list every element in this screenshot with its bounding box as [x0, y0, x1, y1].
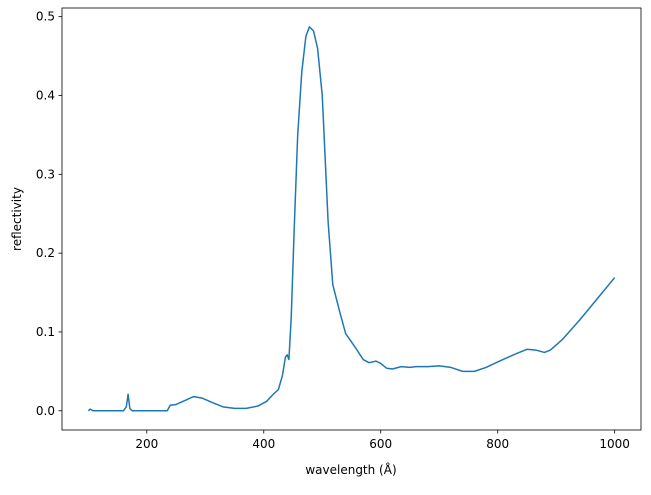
y-tick-label: 0.1 [36, 325, 55, 339]
x-tick-label: 800 [486, 437, 509, 451]
x-tick-label: 200 [135, 437, 158, 451]
y-tick-label: 0.0 [36, 404, 55, 418]
data-line [87, 26, 616, 412]
y-tick-label: 0.2 [36, 246, 55, 260]
y-axis-label: reflectivity [10, 187, 24, 251]
x-axis-label: wavelength (Å) [305, 462, 396, 477]
y-tick-label: 0.3 [36, 167, 55, 181]
y-tick-label: 0.5 [36, 10, 55, 24]
y-tick-label: 0.4 [36, 88, 55, 102]
plot-frame [61, 7, 642, 431]
x-tick-label: 400 [252, 437, 275, 451]
x-tick-label: 1000 [599, 437, 630, 451]
x-tick-label: 600 [369, 437, 392, 451]
